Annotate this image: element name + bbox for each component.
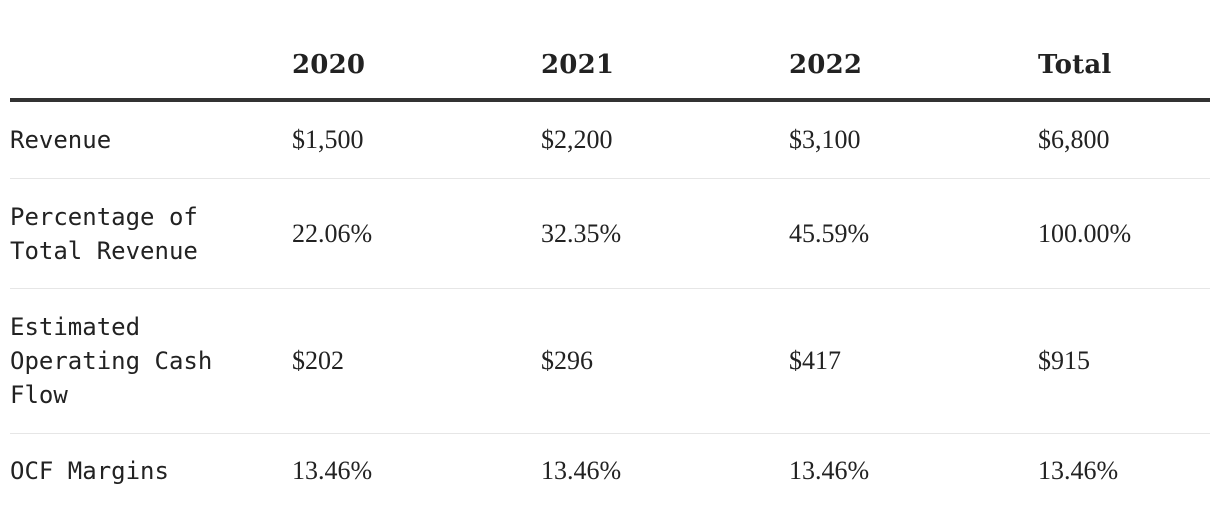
header-row: 2020 2021 2022 Total	[10, 32, 1210, 102]
table-cell: $417	[789, 288, 1038, 434]
table-cell: $2,200	[541, 100, 789, 179]
table-body: Revenue $1,500 $2,200 $3,100 $6,800 Perc…	[10, 100, 1210, 507]
row-label: OCF Margins	[10, 456, 169, 485]
table-cell: 13.46%	[541, 455, 622, 485]
table-cell: 13.46%	[292, 455, 373, 485]
header-cell-2021: 2021	[541, 32, 789, 102]
header-cell-total: Total	[1038, 32, 1210, 102]
row-label: Percentage of Total Revenue	[10, 178, 292, 289]
table-cell: 32.35%	[541, 178, 789, 289]
table-cell: 100.00%	[1038, 178, 1210, 289]
table-row: Estimated Operating Cash Flow $202 $296 …	[10, 288, 1210, 434]
financial-table-container: 2020 2021 2022 Total Revenue $1,500 $2,2…	[10, 32, 1210, 507]
header-cell-2022: 2022	[789, 32, 1038, 102]
table-row: Revenue $1,500 $2,200 $3,100 $6,800	[10, 100, 1210, 179]
table-cell: 13.46%	[1038, 455, 1119, 485]
table-cell: $915	[1038, 288, 1210, 434]
row-label: Estimated Operating Cash Flow	[10, 288, 292, 434]
table-cell: $202	[292, 288, 541, 434]
table-cell: $1,500	[292, 100, 541, 179]
table-cell: $296	[541, 288, 789, 434]
header-cell-2020: 2020	[292, 32, 541, 102]
table-cell: $3,100	[789, 100, 1038, 179]
table-row: OCF Margins 13.46% 13.46% 13.46% 13.46%	[10, 434, 1210, 508]
table-cell: $6,800	[1038, 100, 1210, 179]
financial-table: 2020 2021 2022 Total Revenue $1,500 $2,2…	[10, 32, 1210, 507]
table-cell: 13.46%	[789, 455, 870, 485]
header-cell-empty	[10, 32, 292, 102]
row-label: Revenue	[10, 100, 292, 179]
table-row: Percentage of Total Revenue 22.06% 32.35…	[10, 178, 1210, 289]
table-cell: 45.59%	[789, 178, 1038, 289]
table-cell: 22.06%	[292, 178, 541, 289]
table-header: 2020 2021 2022 Total	[10, 32, 1210, 102]
